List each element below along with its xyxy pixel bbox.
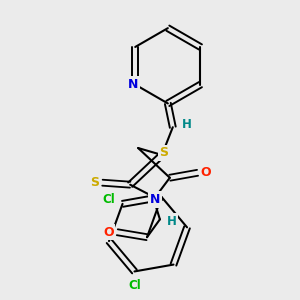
Text: S: S: [159, 146, 168, 160]
Text: N: N: [150, 193, 160, 206]
Text: H: H: [167, 215, 177, 228]
Text: Cl: Cl: [128, 279, 141, 292]
Text: O: O: [103, 226, 114, 239]
Text: Cl: Cl: [102, 194, 115, 206]
Text: S: S: [90, 176, 99, 189]
Text: O: O: [200, 166, 211, 179]
Text: H: H: [182, 118, 192, 131]
Text: N: N: [128, 78, 138, 91]
